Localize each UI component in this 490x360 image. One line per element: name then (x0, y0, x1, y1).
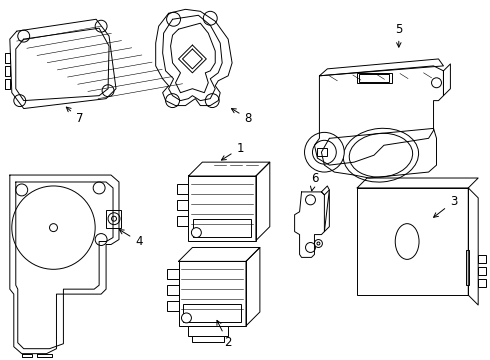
Circle shape (95, 20, 107, 32)
Circle shape (313, 140, 336, 164)
Bar (183, 304, 241, 322)
Circle shape (315, 239, 322, 247)
Circle shape (16, 184, 28, 196)
Bar (167, 269, 178, 279)
Bar (176, 200, 189, 210)
Text: 3: 3 (434, 195, 457, 217)
Bar (189, 326, 228, 336)
Bar (478, 279, 486, 287)
Ellipse shape (343, 128, 418, 182)
Circle shape (317, 242, 320, 245)
Ellipse shape (349, 133, 413, 177)
Bar (466, 251, 469, 285)
Bar (193, 336, 224, 342)
Circle shape (205, 94, 219, 108)
Circle shape (181, 313, 192, 323)
Bar (194, 219, 251, 237)
Bar (478, 255, 486, 264)
Bar (189, 176, 256, 240)
Circle shape (18, 30, 30, 42)
Circle shape (306, 195, 316, 205)
Circle shape (108, 213, 120, 225)
Circle shape (14, 95, 25, 107)
Bar (167, 285, 178, 295)
Circle shape (305, 132, 344, 172)
Bar (318, 148, 327, 156)
Circle shape (203, 11, 217, 25)
Circle shape (93, 182, 105, 194)
Circle shape (95, 234, 107, 246)
Text: 7: 7 (66, 107, 83, 125)
Bar (176, 184, 189, 194)
Circle shape (12, 186, 95, 269)
Text: 4: 4 (119, 230, 143, 248)
Circle shape (49, 224, 57, 231)
Bar (478, 267, 486, 275)
Text: 8: 8 (231, 109, 252, 125)
Circle shape (192, 228, 201, 238)
Bar (176, 216, 189, 226)
Text: 5: 5 (395, 23, 402, 47)
Text: 6: 6 (311, 171, 318, 191)
Bar (357, 188, 468, 295)
Bar (357, 73, 392, 83)
Text: 1: 1 (221, 142, 244, 160)
Circle shape (102, 85, 114, 96)
Circle shape (166, 94, 179, 108)
Circle shape (112, 216, 117, 221)
Bar (178, 261, 246, 326)
Text: 2: 2 (217, 320, 232, 349)
Circle shape (167, 12, 180, 26)
Circle shape (432, 78, 441, 88)
Circle shape (306, 243, 316, 252)
Ellipse shape (395, 224, 419, 260)
Bar (167, 301, 178, 311)
Bar (359, 74, 389, 82)
Bar (106, 210, 121, 228)
